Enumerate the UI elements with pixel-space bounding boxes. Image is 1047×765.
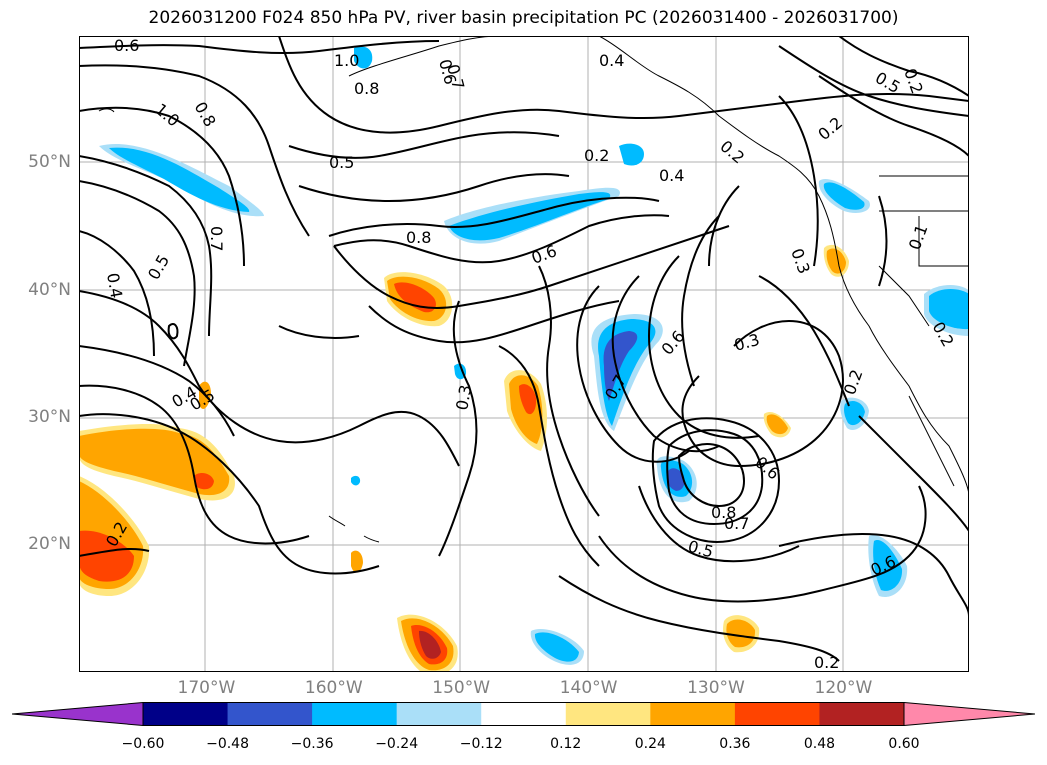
colorbar-tick-label: −0.24 xyxy=(375,736,419,752)
precip-blob xyxy=(79,428,230,496)
precip-blob xyxy=(826,248,846,274)
precip-blob xyxy=(873,540,903,591)
contour-label: 0.6 xyxy=(114,36,139,55)
contour-label: 0.4 xyxy=(659,166,684,185)
contour-label: 0.1 xyxy=(905,222,932,252)
precip-blob xyxy=(844,400,865,426)
pv-contours xyxy=(79,36,969,662)
colorbar xyxy=(12,702,1035,726)
colorbar-segment xyxy=(481,702,567,726)
contour-label: 0.4 xyxy=(103,271,126,299)
precip-blob xyxy=(394,282,436,313)
colorbar-segment xyxy=(650,702,736,726)
precip-blob xyxy=(766,414,788,435)
precip-blob xyxy=(667,468,685,491)
contour-label: 0.2 xyxy=(900,66,927,96)
precip-blob xyxy=(823,182,865,210)
colorbar-tick-label: −0.60 xyxy=(121,736,165,752)
coastlines xyxy=(98,36,969,543)
contour-label: 0.5 xyxy=(686,537,716,562)
contour-label: 0.4 xyxy=(599,51,624,70)
longitude-label: 140°W xyxy=(559,678,618,698)
precip-blob xyxy=(534,632,579,662)
precip-blob xyxy=(351,475,361,486)
latitude-label: 50°N xyxy=(28,152,71,173)
precip-blob xyxy=(351,550,363,573)
contour-label: 0.5 xyxy=(872,68,904,97)
contour-label: 0.5 xyxy=(329,153,354,172)
contour-label: 0.8 xyxy=(711,503,736,522)
colorbar-tick-label: −0.48 xyxy=(206,736,249,752)
contour-label: 0.5 xyxy=(144,251,173,283)
precip-blob xyxy=(603,331,638,401)
longitude-label: 130°W xyxy=(687,678,745,698)
longitude-label: 160°W xyxy=(304,678,363,698)
map-svg: 0.6 1.0 0.8 0.7 0.4 0.5 0.2 1.0 0.8 0.5 … xyxy=(79,36,969,672)
precip-blob xyxy=(619,143,644,166)
contour-label: 0.8 xyxy=(191,99,220,131)
contour-label: 0.6 xyxy=(529,241,559,268)
latitude-label: 20°N xyxy=(28,534,71,555)
positive-precip-shading xyxy=(79,244,849,672)
colorbar-extend-high xyxy=(904,702,1035,726)
contour-label: 0.2 xyxy=(716,137,748,168)
colorbar-tick-label: 0.12 xyxy=(550,736,582,752)
longitude-label: 170°W xyxy=(177,678,236,698)
precip-blob xyxy=(419,630,441,659)
colorbar-segment xyxy=(396,702,482,726)
contour-label: 0.2 xyxy=(584,146,609,165)
longitude-label: 150°W xyxy=(432,678,491,698)
contour-label: 0.8 xyxy=(354,79,379,98)
contour-label: 0.7 xyxy=(207,226,226,251)
contour-labels: 0.6 1.0 0.8 0.7 0.4 0.5 0.2 1.0 0.8 0.5 … xyxy=(102,36,958,672)
colorbar-tick-label: 0.36 xyxy=(719,736,751,752)
contour-label: 0.2 xyxy=(840,367,867,397)
colorbar-tick-label: −0.12 xyxy=(459,736,503,752)
contour-label: 0.3 xyxy=(732,330,762,355)
longitude-label: 120°W xyxy=(814,678,873,698)
colorbar-segment xyxy=(819,702,905,726)
precip-blob xyxy=(519,384,537,415)
precip-blob xyxy=(354,46,373,69)
map-panel: 0.6 1.0 0.8 0.7 0.4 0.5 0.2 1.0 0.8 0.5 … xyxy=(79,36,969,672)
contour-label: 1.0 xyxy=(151,100,183,131)
contour-label: 0.7 xyxy=(724,514,749,533)
colorbar-tick-label: 0.60 xyxy=(888,736,920,752)
contour-label: 0.2 xyxy=(814,653,839,672)
precip-blob xyxy=(726,619,756,648)
colorbar-extend-low xyxy=(12,702,143,726)
colorbar-tick-label: 0.48 xyxy=(803,736,836,752)
precip-blob xyxy=(109,147,250,212)
precip-blob xyxy=(194,473,214,490)
precip-blob xyxy=(79,530,134,582)
graticule xyxy=(79,36,969,672)
precip-blob xyxy=(929,289,969,330)
contour-label: 0.3 xyxy=(452,383,475,411)
latitude-label: 40°N xyxy=(28,279,71,300)
contour-label: 0.3 xyxy=(787,246,814,276)
colorbar-segment xyxy=(143,702,229,726)
colorbar-segment xyxy=(227,702,313,726)
contour-label: 1.0 xyxy=(334,51,359,70)
colorbar-segment xyxy=(734,702,820,726)
latitude-label: 30°N xyxy=(28,406,71,427)
colorbar-tick-label: 0.24 xyxy=(634,736,666,752)
contour-label: 0.2 xyxy=(814,113,846,144)
colorbar-tick-label: −0.36 xyxy=(290,736,334,752)
contour-label: 0.8 xyxy=(406,228,431,247)
colorbar-segment xyxy=(312,702,398,726)
contour-label: 0.6 xyxy=(435,57,460,87)
map-title: 2026031200 F024 850 hPa PV, river basin … xyxy=(148,8,899,28)
colorbar-segment xyxy=(565,702,651,726)
